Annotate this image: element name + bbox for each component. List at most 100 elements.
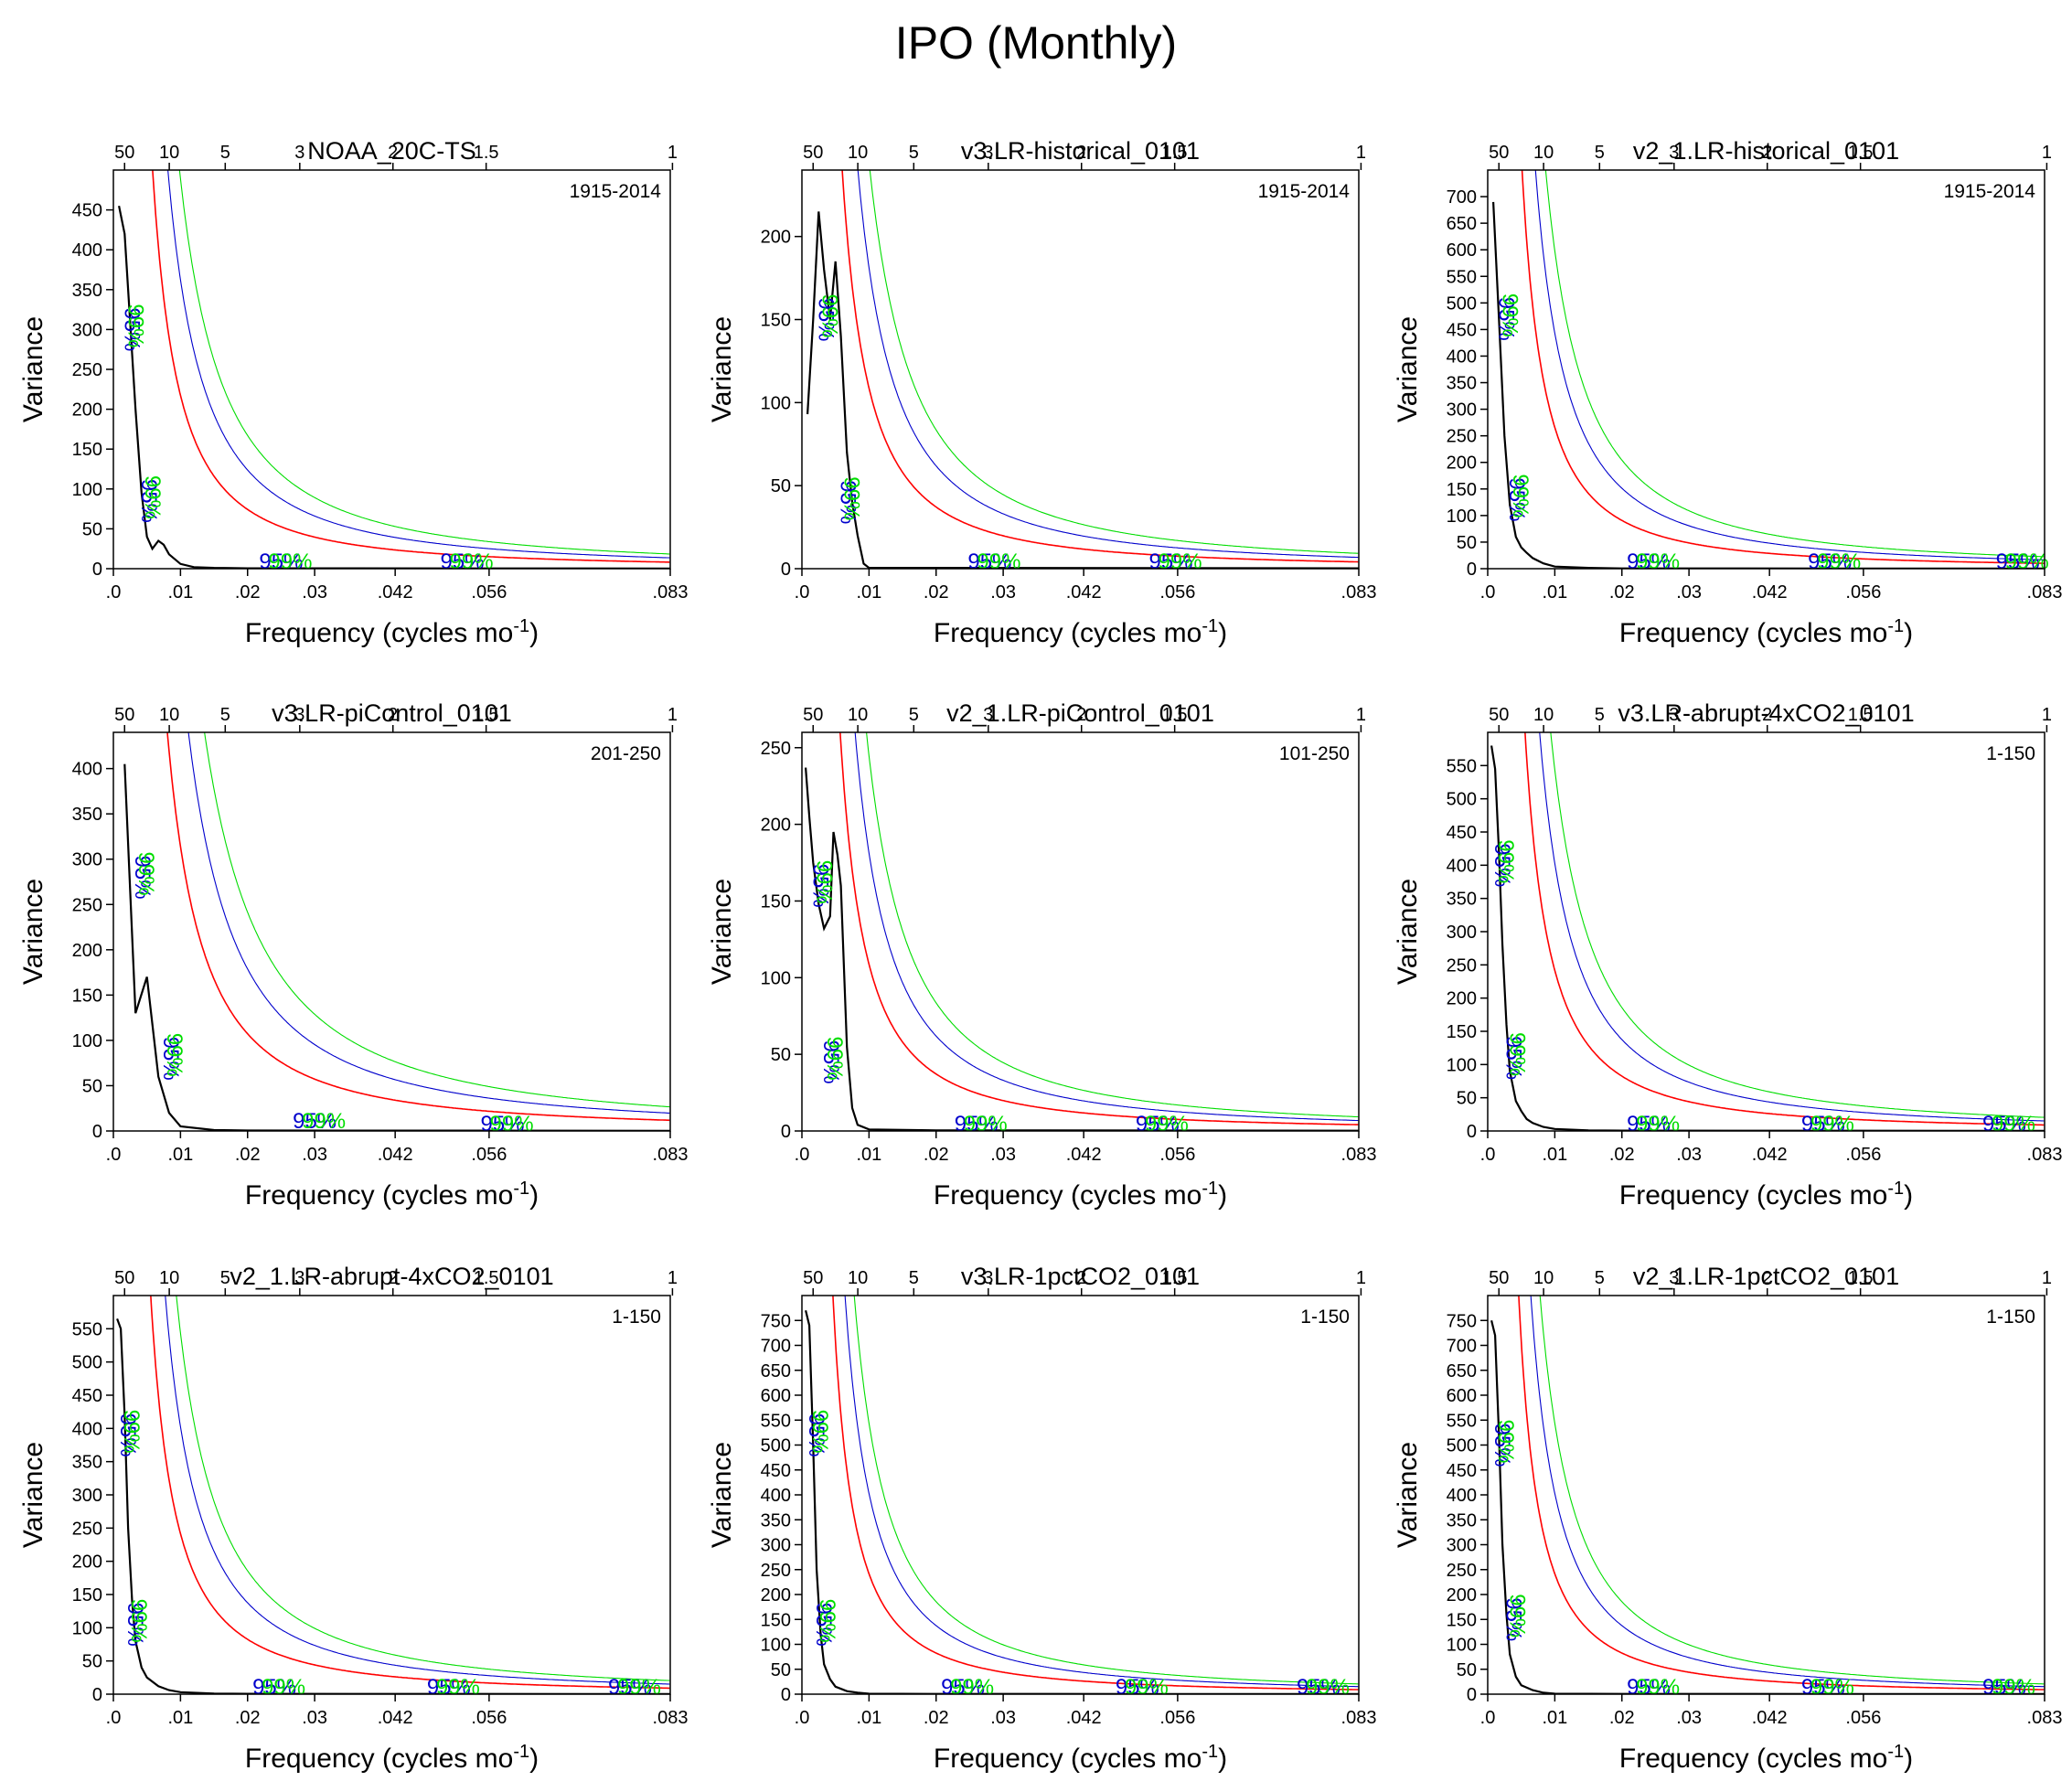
x-tick-label: .0 <box>106 1145 122 1165</box>
x-tick-label: .0 <box>106 1708 122 1728</box>
conf95-label: 95% <box>158 1037 183 1081</box>
period-label: 1-150 <box>1986 743 2035 764</box>
conf-label: 95%99% <box>123 1599 151 1647</box>
conf-label: 95%99% <box>1490 839 1518 887</box>
x-tick-label: .03 <box>302 582 327 603</box>
y-tick-label: 50 <box>82 519 102 539</box>
y-tick-label: 450 <box>761 1461 791 1481</box>
conf95-label: 95% <box>1116 1675 1159 1700</box>
y-tick-label: 250 <box>1447 427 1477 447</box>
x-tick-label: .083 <box>2027 1708 2063 1728</box>
conf-label: 95%99% <box>1627 549 1680 574</box>
conf99-label: 99% <box>815 1599 839 1643</box>
top-tick-label: 5 <box>909 1268 919 1288</box>
x-axis-label-main: Frequency (cycles mo <box>934 618 1202 648</box>
red-noise-line <box>166 732 670 1122</box>
x-axis-label-close: ) <box>1218 1744 1227 1774</box>
y-tick-label: 50 <box>1457 1089 1477 1109</box>
x-axis-label-close: ) <box>1904 1180 1913 1211</box>
conf99-label: 99% <box>1306 1675 1350 1700</box>
curves <box>805 1296 1359 1694</box>
plot-frame <box>112 1295 671 1695</box>
conf95-label: 95% <box>1504 477 1529 521</box>
y-axis-label: Variance <box>1393 879 1423 985</box>
y-tick-label: 400 <box>72 760 102 780</box>
conf95-label: 95% <box>1501 1597 1526 1641</box>
curves <box>1490 732 2045 1131</box>
y-tick-label: 600 <box>761 1386 791 1406</box>
conf-label: 95%99% <box>441 549 494 574</box>
panel-2: v3.LR-historical_01011915-201495%99%95%9… <box>707 137 1376 648</box>
conf-label: 95%99% <box>1136 1112 1189 1136</box>
conf95-label: 95% <box>1627 549 1671 574</box>
conf-label: 95%99% <box>1149 549 1202 574</box>
y-tick-label: 450 <box>72 201 102 221</box>
top-tick-label: 1.5 <box>1162 143 1188 163</box>
x-tick-label: .01 <box>856 582 881 603</box>
y-tick-label: 0 <box>781 1122 791 1142</box>
conf-label: 95%99% <box>967 549 1020 574</box>
y-axis-label: Variance <box>707 316 737 422</box>
conf95-label: 95% <box>1297 1675 1340 1700</box>
top-tick-label: 5 <box>220 143 230 163</box>
y-tick-label: 300 <box>1447 400 1477 421</box>
x-axis-label: Frequency (cycles mo-1) <box>245 1742 539 1774</box>
conf95-label: 95% <box>427 1675 471 1700</box>
top-tick-label: 2 <box>1076 705 1086 725</box>
conf99-label: 99% <box>134 852 158 896</box>
conf-label: 95%99% <box>1808 549 1861 574</box>
conf95-label: 95% <box>941 1675 985 1700</box>
conf99-line <box>176 1296 670 1681</box>
y-tick-label: 0 <box>92 1122 102 1142</box>
x-tick-label: .042 <box>1066 582 1102 603</box>
y-tick-label: 250 <box>72 360 102 380</box>
x-tick-label: .056 <box>1845 1145 1881 1165</box>
top-tick-label: 50 <box>114 1268 134 1288</box>
conf-label: 95%99% <box>119 304 147 351</box>
top-tick-label: 1.5 <box>474 1268 499 1288</box>
y-tick-label: 350 <box>1447 1510 1477 1531</box>
conf99-line <box>869 170 1359 554</box>
red-noise-line <box>841 170 1359 563</box>
y-tick-label: 0 <box>92 1685 102 1705</box>
top-tick-label: 1.5 <box>1162 1268 1188 1288</box>
top-tick-label: 1 <box>2042 705 2052 725</box>
x-tick-label: .01 <box>1542 1708 1567 1728</box>
x-tick-label: .03 <box>302 1708 327 1728</box>
conf95-label: 95% <box>1136 1112 1180 1136</box>
panel-9: v2_1.LR-1pctCO2_01011-15095%99%95%99%95%… <box>1393 1263 2063 1774</box>
x-tick-label: .083 <box>1341 1145 1377 1165</box>
y-tick-label: 750 <box>761 1311 791 1331</box>
spectrum-line <box>1492 201 2045 569</box>
x-tick-label: .02 <box>235 582 261 603</box>
panel-8: v3.LR-1pctCO2_01011-15095%99%95%99%95%99… <box>707 1263 1377 1774</box>
conf95-label: 95% <box>608 1675 652 1700</box>
top-tick-label: 5 <box>220 705 230 725</box>
plot-frame <box>1487 1295 2045 1695</box>
top-tick-label: 2 <box>1762 705 1772 725</box>
conf95-label: 95% <box>1801 1112 1845 1136</box>
conf95-label: 95% <box>1808 549 1852 574</box>
panel-title: NOAA_20C-TS <box>307 137 476 165</box>
x-tick-label: .03 <box>990 1708 1016 1728</box>
panel-title: v3.LR-1pctCO2_0101 <box>961 1263 1200 1290</box>
red-noise-line <box>1524 732 2045 1126</box>
y-tick-label: 550 <box>1447 267 1477 287</box>
conf-label: 95%99% <box>1801 1112 1854 1136</box>
y-tick-label: 500 <box>1447 790 1477 810</box>
plot-frame <box>112 731 671 1132</box>
x-axis-label-sup: -1 <box>1887 1179 1904 1199</box>
top-tick-label: 50 <box>803 143 823 163</box>
conf99-label: 99% <box>140 475 165 519</box>
conf-label: 95%99% <box>811 1599 839 1647</box>
top-tick-label: 50 <box>803 1268 823 1288</box>
x-tick-label: .03 <box>1676 1145 1702 1165</box>
spectrum-line <box>1490 745 2045 1131</box>
x-axis-label: Frequency (cycles mo-1) <box>1619 616 1913 648</box>
conf99-label: 99% <box>617 1675 661 1700</box>
top-tick-label: 2 <box>388 143 398 163</box>
x-tick-label: .083 <box>1341 1708 1377 1728</box>
panel-title: v2_1.LR-1pctCO2_0101 <box>1633 1263 1899 1290</box>
red-noise-line <box>152 170 670 563</box>
